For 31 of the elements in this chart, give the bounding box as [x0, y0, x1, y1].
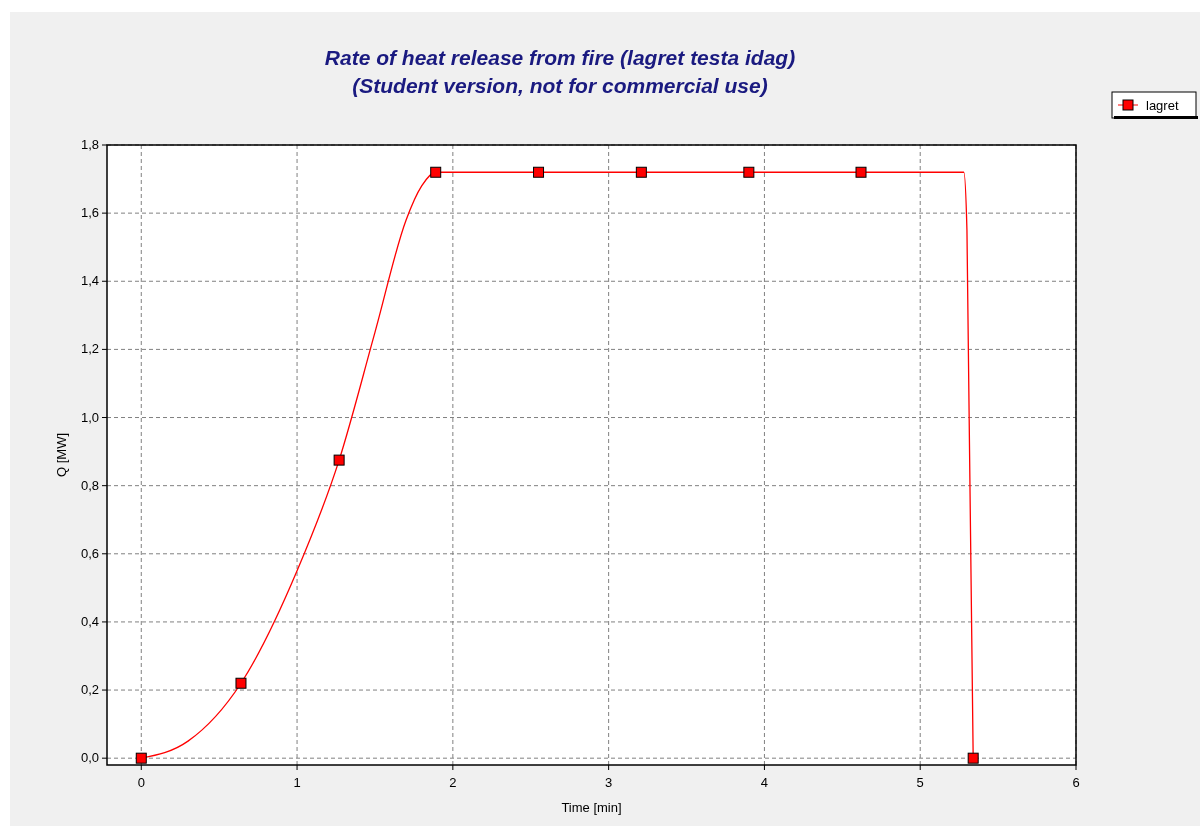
y-tick-label: 1,0 — [80, 409, 99, 425]
point — [855, 166, 867, 178]
y-axis-title: Q [MW] — [54, 432, 69, 478]
x-tick-label: 6 — [1072, 775, 1080, 790]
point — [533, 166, 545, 178]
point — [967, 752, 979, 764]
x-tick-label: 1 — [293, 775, 301, 790]
y-tick-label: 1,4 — [80, 273, 99, 289]
y-tick-label: 0,4 — [80, 613, 99, 629]
point — [743, 166, 755, 178]
y-tick-label: 0,6 — [80, 545, 99, 561]
point — [635, 166, 647, 178]
legend-label: lagret — [1146, 98, 1179, 113]
y-tick-label: 0,2 — [80, 682, 99, 698]
x-tick-label: 4 — [760, 775, 769, 790]
point — [430, 166, 442, 178]
x-tick-label: 2 — [449, 775, 457, 790]
point — [333, 454, 345, 466]
x-tick-label: 3 — [605, 775, 613, 790]
y-tick-label: 0,8 — [80, 477, 99, 493]
point — [135, 752, 147, 764]
x-axis-title: Time [min] — [561, 800, 622, 815]
chart-subtitle: (Student version, not for commercial use) — [352, 74, 768, 97]
x-tick-label: 5 — [916, 775, 924, 790]
chart-title: Rate of heat release from fire (lagret testa idag) — [324, 46, 796, 69]
y-tick-label: 1,8 — [80, 137, 99, 152]
y-tick-label: 0,0 — [80, 750, 99, 766]
y-tick-label: 1,2 — [80, 341, 99, 357]
y-tick-label: 1,6 — [80, 205, 99, 221]
point — [235, 677, 247, 689]
x-tick-label: 0 — [137, 775, 145, 790]
